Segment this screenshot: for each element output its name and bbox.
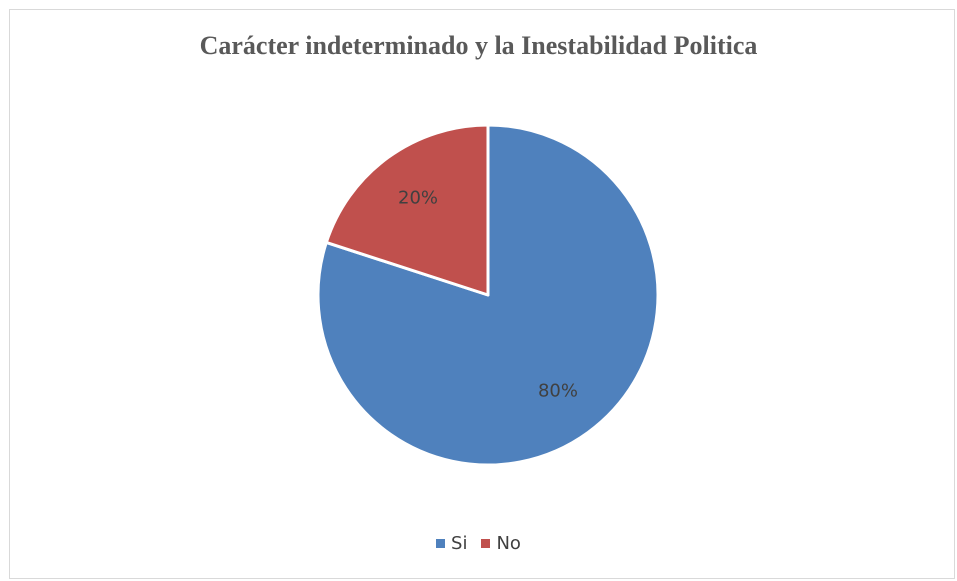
- legend-item-si: Si: [436, 533, 467, 554]
- chart-title: Carácter indeterminado y la Inestabilida…: [199, 31, 758, 60]
- slice-no: [324, 123, 490, 297]
- legend-swatch-si: [436, 539, 446, 548]
- legend-item-no: No: [481, 533, 521, 554]
- slice-si: [316, 123, 660, 467]
- data-label-si: 80%: [538, 380, 578, 401]
- legend-label-si: Si: [451, 533, 468, 554]
- legend: Si No: [0, 533, 957, 554]
- legend-label-no: No: [496, 533, 521, 554]
- legend-swatch-no: [481, 539, 491, 548]
- data-label-no: 20%: [398, 188, 438, 209]
